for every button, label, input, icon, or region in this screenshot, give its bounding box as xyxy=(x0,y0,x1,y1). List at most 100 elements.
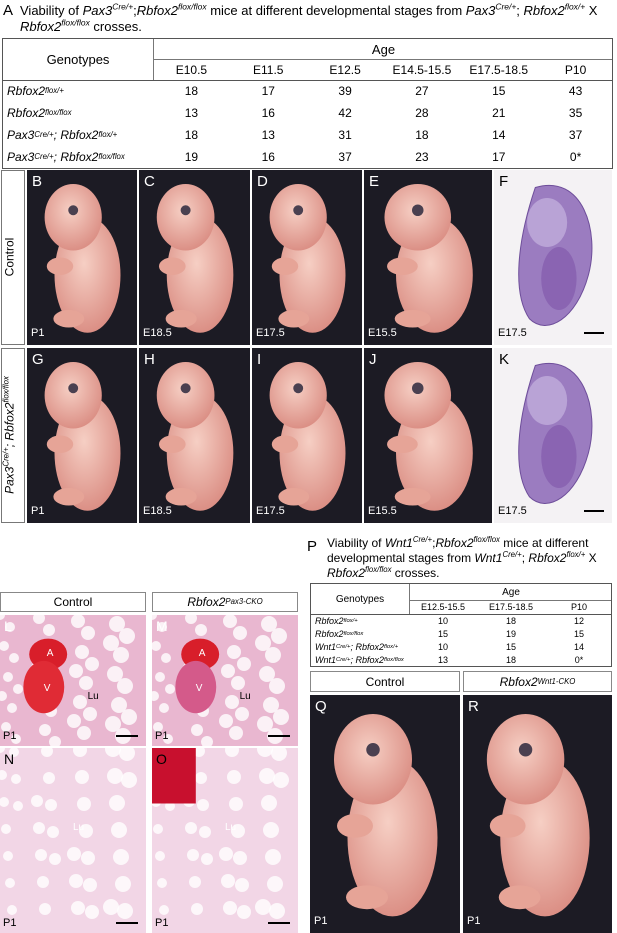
alveolus xyxy=(227,770,241,784)
cell: 18 xyxy=(184,84,199,98)
stage-label: P1 xyxy=(31,327,45,339)
alveolus xyxy=(7,703,17,713)
column-header: P10 xyxy=(570,602,587,612)
text-run: Pax3 xyxy=(7,150,35,164)
text-run: Pax3 xyxy=(465,3,496,18)
column-header: E14.5-15.5 xyxy=(392,62,452,77)
text-run: Rbfox2 xyxy=(327,566,366,580)
cell: 37 xyxy=(568,128,583,142)
column-header: Rbfox2 Wnt1-CKO xyxy=(463,671,612,692)
photo xyxy=(139,170,250,345)
alveolus xyxy=(152,691,159,701)
alveolus xyxy=(71,615,85,628)
cell: 37 xyxy=(338,150,352,164)
cell: 35 xyxy=(568,106,583,120)
panel-letter: J xyxy=(369,351,377,368)
cell: 13 xyxy=(261,128,275,142)
alveolus xyxy=(7,905,17,915)
alveolus xyxy=(13,684,23,694)
cell: 19 xyxy=(184,150,199,164)
limb xyxy=(158,435,186,453)
region-label: Lu xyxy=(87,690,99,702)
column-header: P10 xyxy=(564,62,587,77)
cell: 16 xyxy=(261,150,275,164)
stage-label: E18.5 xyxy=(143,327,172,339)
panel-letter: R xyxy=(468,698,479,715)
alveolus xyxy=(259,666,275,682)
text-run: Cre/+ xyxy=(1,447,11,467)
limb xyxy=(394,488,431,506)
rule xyxy=(153,59,612,60)
column-header: E12.5 xyxy=(329,62,361,77)
alveolus xyxy=(221,874,235,888)
text-run: ; Rbfox2 xyxy=(350,654,384,665)
alveolus xyxy=(189,876,201,888)
alveolus xyxy=(265,849,281,865)
alveolus xyxy=(237,657,251,671)
alveolus xyxy=(77,797,91,811)
micrograph xyxy=(0,748,146,933)
panel-letter: L xyxy=(4,618,12,634)
text-run: flox/flox xyxy=(473,535,500,544)
alveolus xyxy=(67,847,81,861)
alveolus xyxy=(185,615,197,624)
alveolus xyxy=(197,799,209,811)
alveolus xyxy=(153,824,163,834)
eye xyxy=(293,205,304,216)
stage-label: E17.5 xyxy=(256,505,285,517)
tissue xyxy=(541,425,577,488)
cell: 14 xyxy=(573,641,584,652)
text-run: ; Rbfox2 xyxy=(53,150,99,164)
text-run: Rbfox2 xyxy=(315,628,344,639)
alveolus xyxy=(121,772,137,788)
alveolus xyxy=(271,628,287,644)
alveolus xyxy=(269,903,285,919)
alveolus xyxy=(115,876,131,892)
panel-letter: F xyxy=(499,173,509,190)
photo xyxy=(310,695,460,933)
text-run: Rbfox2 xyxy=(20,19,62,34)
alveolus xyxy=(233,626,247,640)
alveolus xyxy=(43,624,55,636)
stage-label: P1 xyxy=(3,730,17,742)
photo xyxy=(364,170,492,345)
column-header: E17.5-18.5 xyxy=(469,62,529,77)
cell: 42 xyxy=(338,106,352,120)
alveolus xyxy=(157,622,167,632)
alveolus xyxy=(229,797,243,811)
text-run: ; Rbfox2 xyxy=(350,641,384,652)
region-label: V xyxy=(43,683,51,695)
row-header: Wnt1 Cre/+; Rbfox2 flox/flox xyxy=(315,654,404,665)
stage-label: E17.5 xyxy=(256,327,285,339)
tissue xyxy=(527,376,568,425)
alveolus xyxy=(37,876,49,888)
limb xyxy=(53,310,85,328)
alveolus xyxy=(119,628,135,644)
alveolus xyxy=(219,714,233,728)
alveolus xyxy=(201,853,213,865)
rule xyxy=(409,584,410,614)
alveolus xyxy=(1,722,11,732)
text-run: mice at different developmental stages f… xyxy=(206,3,466,18)
text-run: ; xyxy=(516,3,524,18)
alveolus xyxy=(0,641,9,651)
text-run: Cre/+ xyxy=(412,535,433,544)
alveolus xyxy=(165,684,175,694)
cell: 18 xyxy=(505,615,516,626)
panel-letter: C xyxy=(144,173,155,190)
alveolus xyxy=(49,853,61,865)
cell: 23 xyxy=(415,150,429,164)
alveolus xyxy=(5,622,15,632)
text-run: Control xyxy=(365,674,405,689)
limb xyxy=(271,257,299,275)
eye xyxy=(412,382,424,395)
alveolus xyxy=(85,905,99,919)
micrograph xyxy=(0,615,146,746)
caption: Viability of Wnt1Cre/+;Rbfox2flox/flox m… xyxy=(327,536,612,581)
alveolus xyxy=(81,851,95,865)
row-label: Control xyxy=(3,170,25,345)
limb xyxy=(53,488,85,506)
limb xyxy=(394,310,431,328)
alveolus xyxy=(269,678,285,694)
